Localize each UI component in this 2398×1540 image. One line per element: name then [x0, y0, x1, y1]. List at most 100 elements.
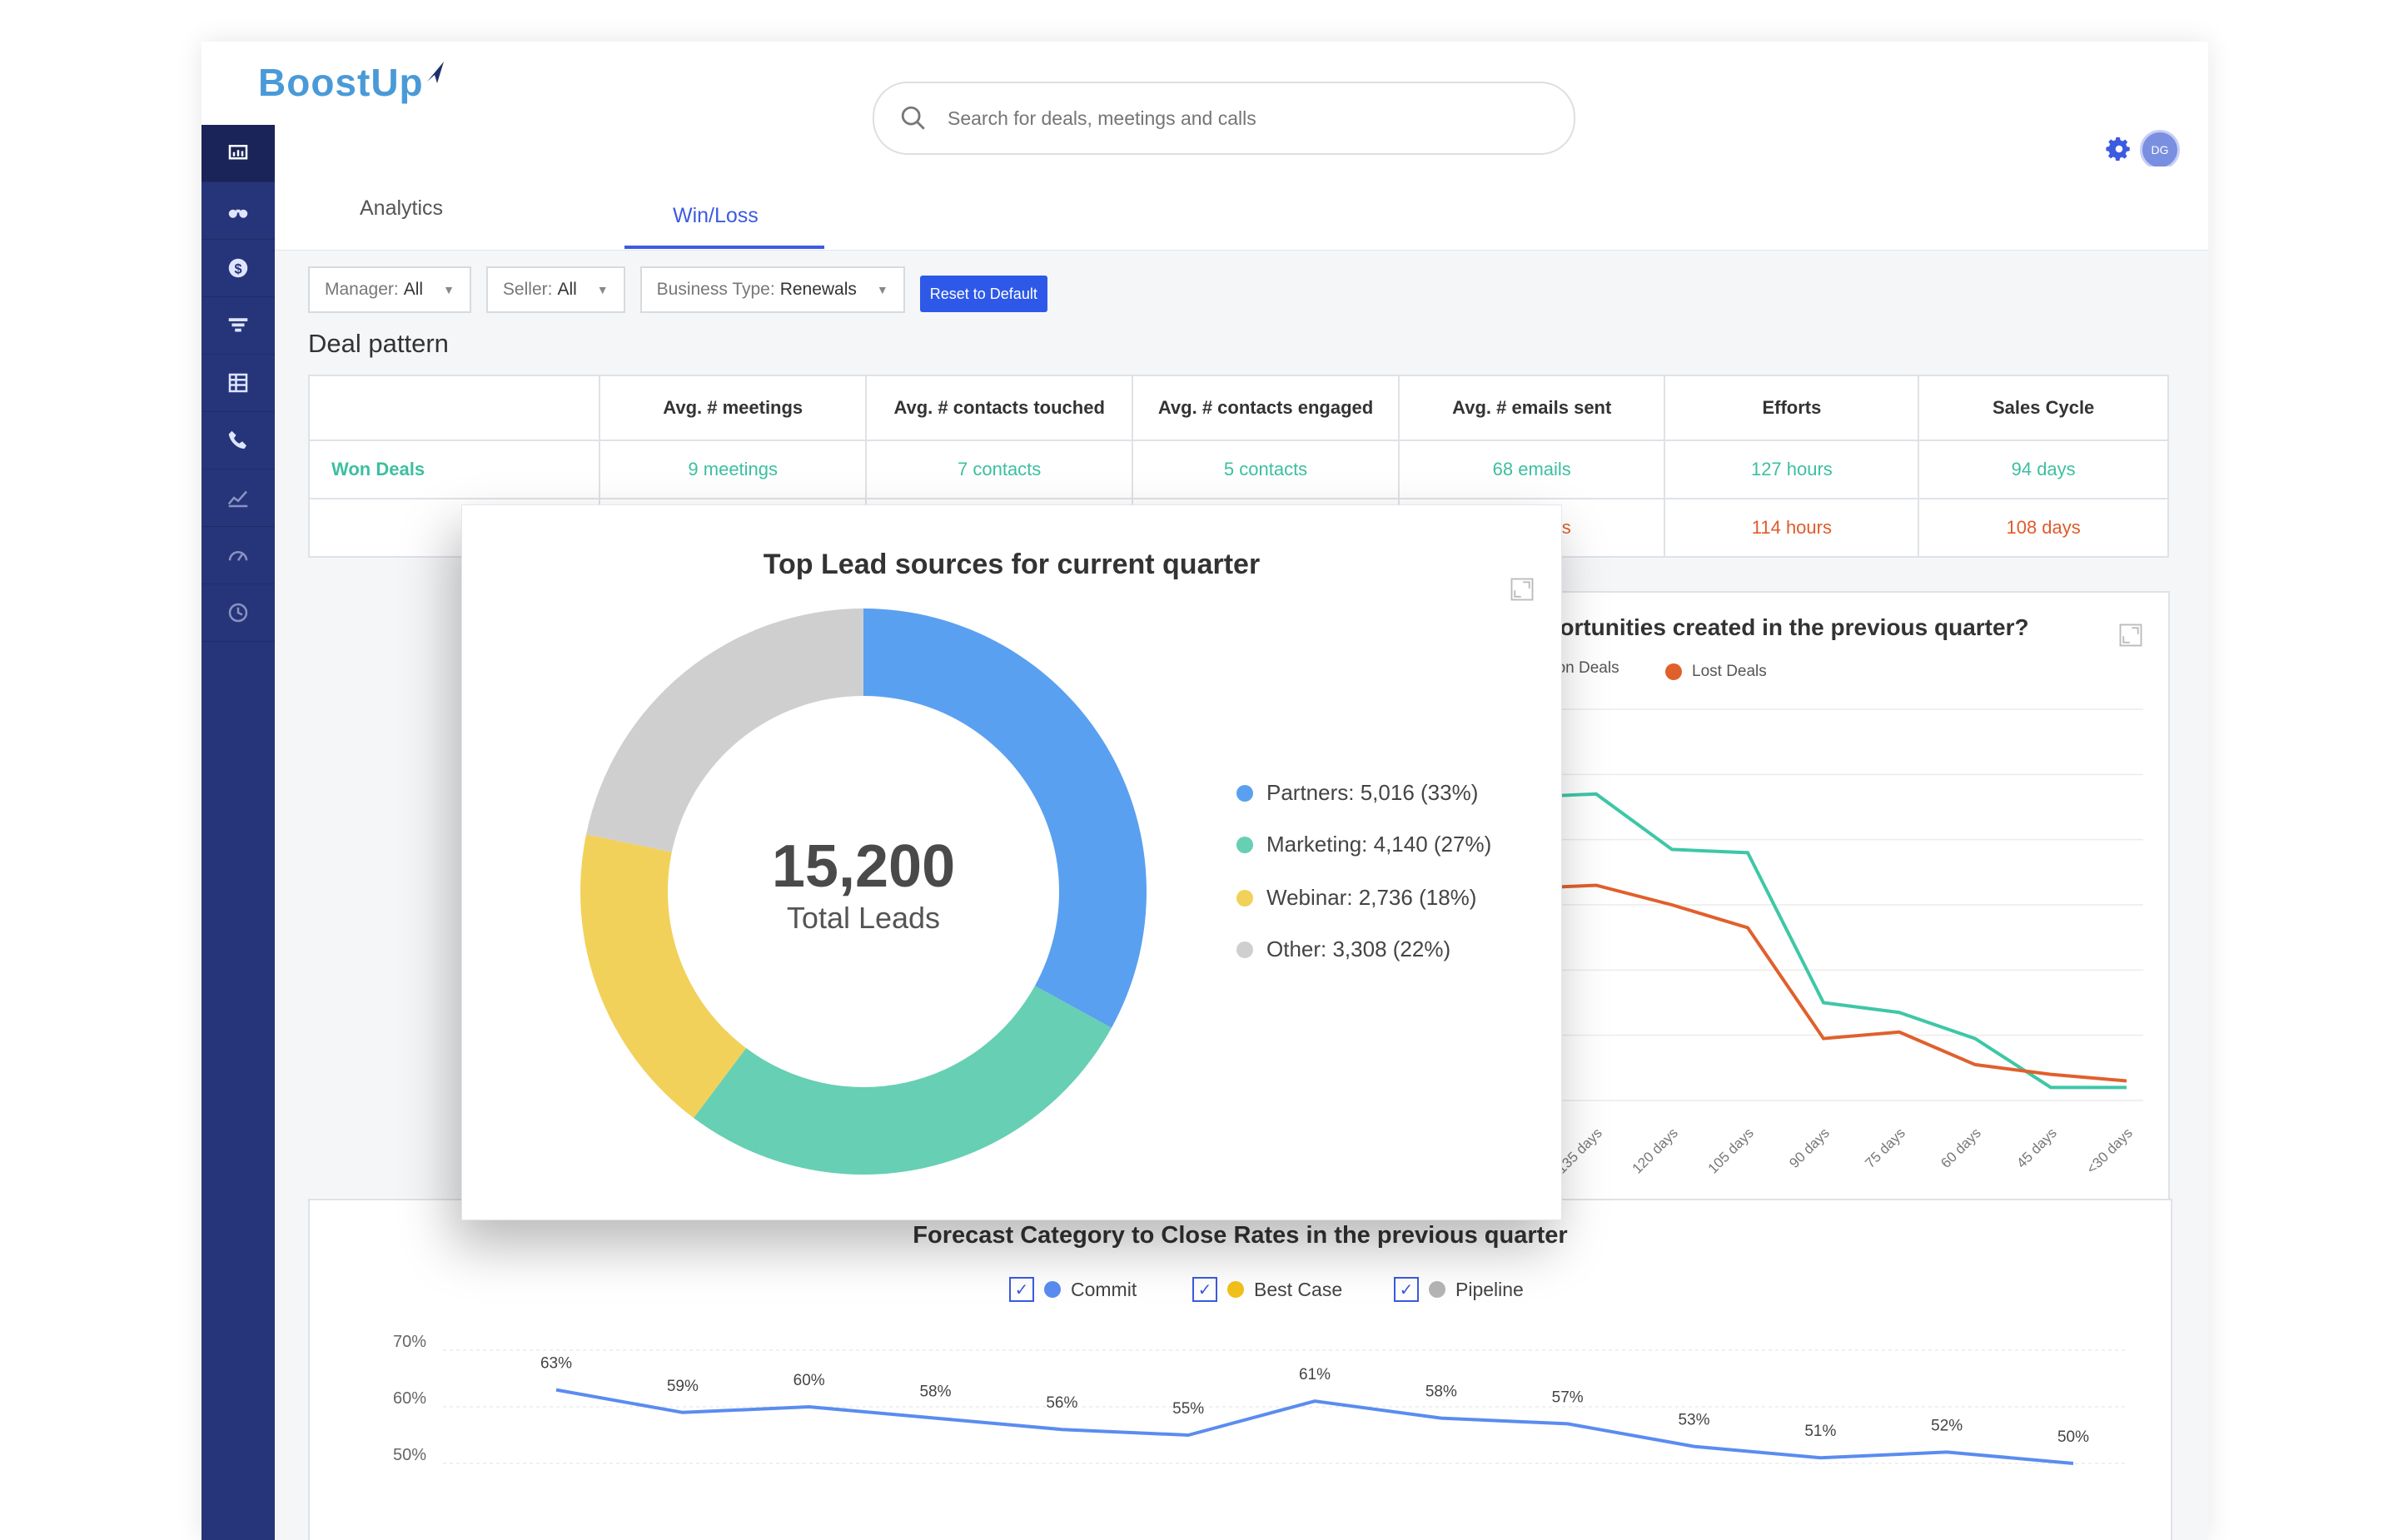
seller-select-value: All — [557, 280, 577, 299]
lead-legend-webinar[interactable]: Webinar: 2,736 (18%) — [1236, 885, 1476, 911]
x-tick-label: 60 days — [1938, 1125, 1984, 1171]
donut-slice-partners[interactable] — [863, 609, 1147, 1028]
table-row: Won Deals 9 meetings 7 contacts 5 contacts 6… — [307, 440, 2169, 499]
sidebar-item-phone[interactable] — [201, 412, 275, 469]
avatar[interactable]: DG — [2140, 130, 2180, 170]
lead-legend-other[interactable]: Other: 3,308 (22%) — [1236, 936, 1450, 962]
data-label: 52% — [1931, 1417, 1963, 1434]
data-label: 59% — [667, 1378, 699, 1395]
donut-total-label: Total Leads — [786, 901, 941, 935]
marketing-dot — [1236, 836, 1253, 853]
other-dot — [1236, 941, 1253, 958]
expand-icon[interactable] — [1510, 577, 1535, 602]
column-header — [307, 375, 601, 441]
activity-icon — [228, 603, 248, 623]
data-label: 58% — [1425, 1384, 1457, 1401]
sidebar-item-gauge[interactable] — [201, 527, 275, 584]
legend-commit[interactable]: ✓ Commit — [1009, 1277, 1137, 1302]
active-tab-indicator — [624, 246, 824, 249]
chevron-down-icon: ▼ — [443, 283, 455, 296]
expand-icon[interactable] — [2118, 623, 2143, 648]
manager-select[interactable]: Manager: All ▼ — [308, 266, 471, 313]
seller-select-label: Seller: — [502, 280, 553, 299]
table-cell: 9 meetings — [599, 440, 868, 499]
sidebar-item-dashboard[interactable] — [201, 125, 275, 182]
checkbox-best-case[interactable]: ✓ — [1192, 1277, 1217, 1302]
sidebar-item-grid[interactable] — [201, 355, 275, 412]
column-header: Avg. # meetings — [599, 375, 868, 441]
data-label: 55% — [1172, 1400, 1204, 1418]
best-case-dot — [1227, 1281, 1244, 1298]
legend-lost-deals[interactable]: Lost Deals — [1665, 663, 1767, 681]
lead-legend-other-label: Other: 3,308 (22%) — [1266, 936, 1451, 961]
reset-to-default-button[interactable]: Reset to Default — [919, 276, 1047, 312]
legend-commit-label: Commit — [1071, 1278, 1137, 1300]
data-label: 60% — [794, 1372, 825, 1389]
sidebar-item-chart[interactable] — [201, 469, 275, 527]
lead-sources-popup: Top Lead sources for current quarter 15,… — [461, 504, 1562, 1220]
business-type-value: Renewals — [779, 280, 857, 299]
sidebar-item-binoculars[interactable] — [201, 182, 275, 240]
partners-dot — [1236, 784, 1253, 802]
gear-icon[interactable] — [2105, 135, 2133, 163]
data-label: 57% — [1552, 1388, 1584, 1406]
seller-select[interactable]: Seller: All ▼ — [485, 266, 625, 313]
gauge-icon — [228, 551, 248, 561]
manager-select-value: All — [403, 280, 424, 299]
data-label: 53% — [1678, 1412, 1709, 1429]
svg-text:$: $ — [234, 261, 241, 276]
data-label: 58% — [919, 1384, 951, 1401]
row-label: Won Deals — [307, 440, 601, 499]
lead-sources-donut-chart — [580, 609, 1147, 1175]
tab-analytics[interactable]: Analytics — [360, 196, 444, 220]
funnel-icon — [228, 318, 248, 332]
forecast-line-chart: 70% 60% 50% 63% 59% 60% 58% 56% 55% 61% 58% 57% 53% 5… — [393, 1333, 2125, 1465]
legend-pipeline[interactable]: ✓ Pipeline — [1394, 1277, 1524, 1302]
lead-legend-partners-label: Partners: 5,016 (33%) — [1266, 780, 1479, 805]
table-cell: 108 days — [1918, 498, 2169, 558]
table-cell: 94 days — [1918, 440, 2169, 499]
dashboard-icon — [228, 145, 248, 160]
donut-total: 15,200 — [771, 833, 956, 900]
legend-pipeline-label: Pipeline — [1455, 1278, 1524, 1300]
sidebar-item-activity[interactable] — [201, 584, 275, 642]
webinar-dot — [1236, 889, 1253, 907]
series-line-commit[interactable] — [555, 1388, 2074, 1465]
checkbox-commit[interactable]: ✓ — [1009, 1277, 1034, 1302]
manager-select-label: Manager: — [325, 280, 399, 299]
y-tick-label: 50% — [393, 1446, 426, 1464]
column-header: Efforts — [1664, 375, 1920, 441]
legend-best-case[interactable]: ✓ Best Case — [1192, 1277, 1342, 1302]
filter-bar: Manager: All ▼ Seller: All ▼ Business Type: R… — [308, 265, 1047, 315]
top-bar: BoostUp DG — [201, 42, 2208, 170]
business-type-select[interactable]: Business Type: Renewals ▼ — [639, 266, 905, 313]
lead-legend-marketing[interactable]: Marketing: 4,140 (27%) — [1236, 832, 1491, 857]
donut-slice-webinar[interactable] — [580, 834, 747, 1119]
pipeline-dot — [1429, 1281, 1445, 1298]
lead-legend-partners[interactable]: Partners: 5,016 (33%) — [1236, 780, 1478, 806]
x-tick-label: <30 days — [2083, 1125, 2136, 1177]
y-tick-label: 70% — [393, 1333, 426, 1351]
donut-slice-other[interactable] — [586, 609, 863, 852]
x-tick-label: 105 days — [1705, 1125, 1757, 1176]
sidebar-item-dollar[interactable]: $ — [201, 240, 275, 297]
tab-bar: Analytics Win/Loss — [275, 166, 2208, 251]
forecast-card: Forecast Category to Close Rates in the … — [308, 1199, 2172, 1540]
grid-icon — [228, 373, 248, 393]
tab-win-loss[interactable]: Win/Loss — [673, 204, 759, 227]
donut-slice-marketing[interactable] — [694, 986, 1112, 1175]
sidebar-item-funnel[interactable] — [201, 297, 275, 355]
section-title-deal-pattern: Deal pattern — [308, 329, 449, 358]
table-cell: 114 hours — [1664, 498, 1920, 558]
table-cell: 5 contacts — [1132, 440, 1400, 499]
commit-dot — [1044, 1281, 1061, 1298]
search-input[interactable] — [946, 106, 1532, 131]
checkbox-pipeline[interactable]: ✓ — [1394, 1277, 1419, 1302]
phone-icon — [228, 430, 246, 449]
search-bar[interactable] — [873, 82, 1575, 155]
table-cell: 68 emails — [1397, 440, 1666, 499]
search-icon — [901, 106, 925, 130]
business-type-label: Business Type: — [656, 280, 775, 299]
x-tick-label: 120 days — [1629, 1125, 1681, 1176]
avatar-initials: DG — [2151, 143, 2169, 156]
